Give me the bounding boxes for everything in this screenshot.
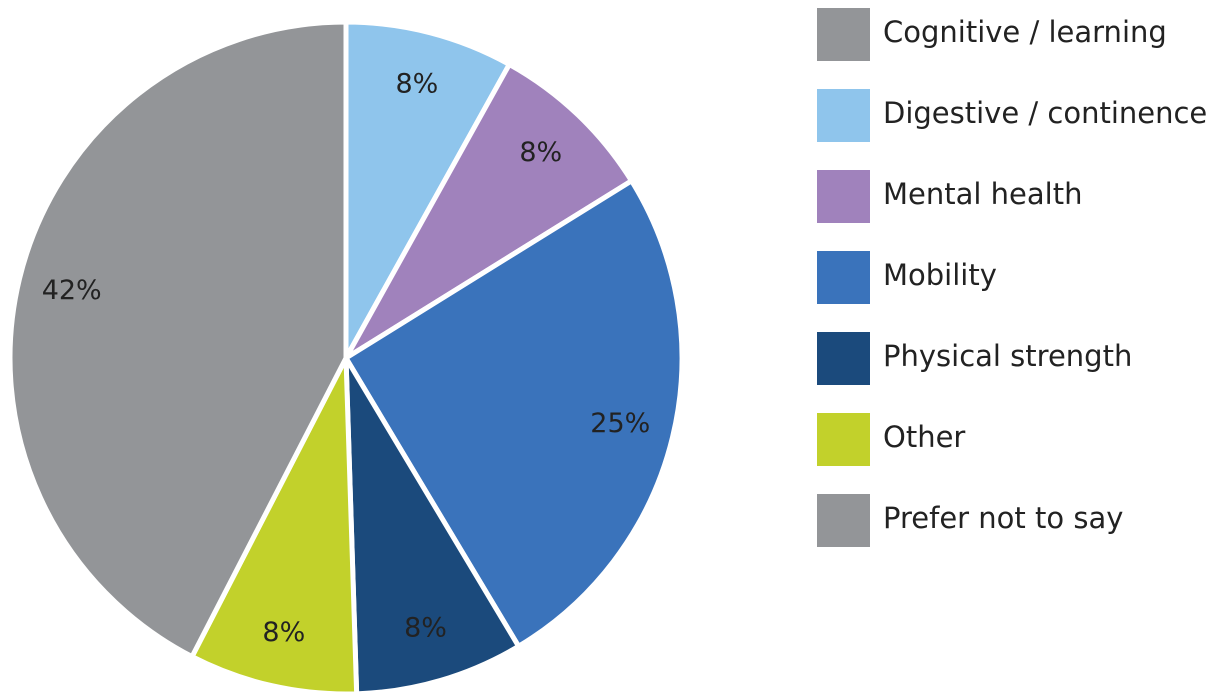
- legend-swatch: [817, 8, 870, 61]
- legend-label: Mobility: [883, 258, 997, 292]
- pie-slice: [7, 19, 349, 660]
- legend-label: Cognitive / learning: [883, 15, 1167, 49]
- pie-slice: [343, 61, 635, 361]
- data-label: 42%: [42, 275, 102, 306]
- legend-swatch: [817, 89, 870, 142]
- data-label: 8%: [519, 137, 562, 168]
- legend-label: Physical strength: [883, 339, 1132, 373]
- pie-slice: [343, 19, 512, 361]
- data-label: 8%: [395, 68, 438, 99]
- legend-swatch: [817, 251, 870, 304]
- pie-slice: [343, 178, 685, 649]
- data-label: 8%: [404, 612, 447, 643]
- legend-label: Prefer not to say: [883, 501, 1123, 535]
- data-label: 25%: [590, 408, 650, 439]
- legend-swatch: [817, 170, 870, 223]
- legend-swatch: [817, 332, 870, 385]
- legend-label: Mental health: [883, 177, 1082, 211]
- pie-slice: [189, 355, 360, 695]
- pie-slice: [343, 355, 522, 695]
- data-label: 8%: [262, 617, 305, 648]
- legend-label: Other: [883, 420, 965, 454]
- legend-swatch: [817, 413, 870, 466]
- legend-label: Digestive / continence: [883, 96, 1207, 130]
- legend-swatch: [817, 494, 870, 547]
